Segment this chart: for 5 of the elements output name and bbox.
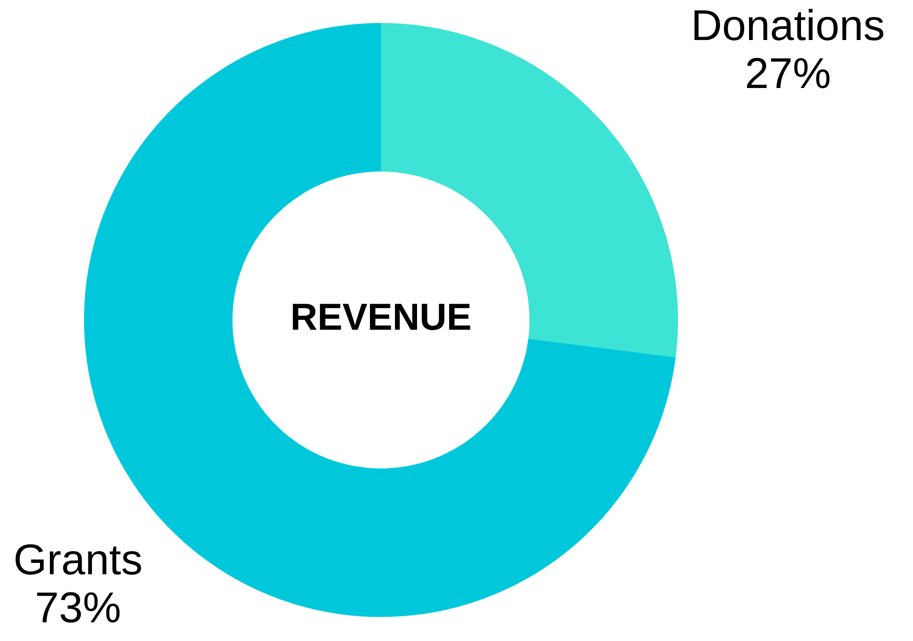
slice-label: Donations [694, 8, 884, 40]
data-label: 73% [37, 592, 120, 623]
slice-label: Grants [16, 544, 142, 575]
text: REVENUE [292, 304, 470, 330]
data-label: 27% [747, 58, 830, 88]
